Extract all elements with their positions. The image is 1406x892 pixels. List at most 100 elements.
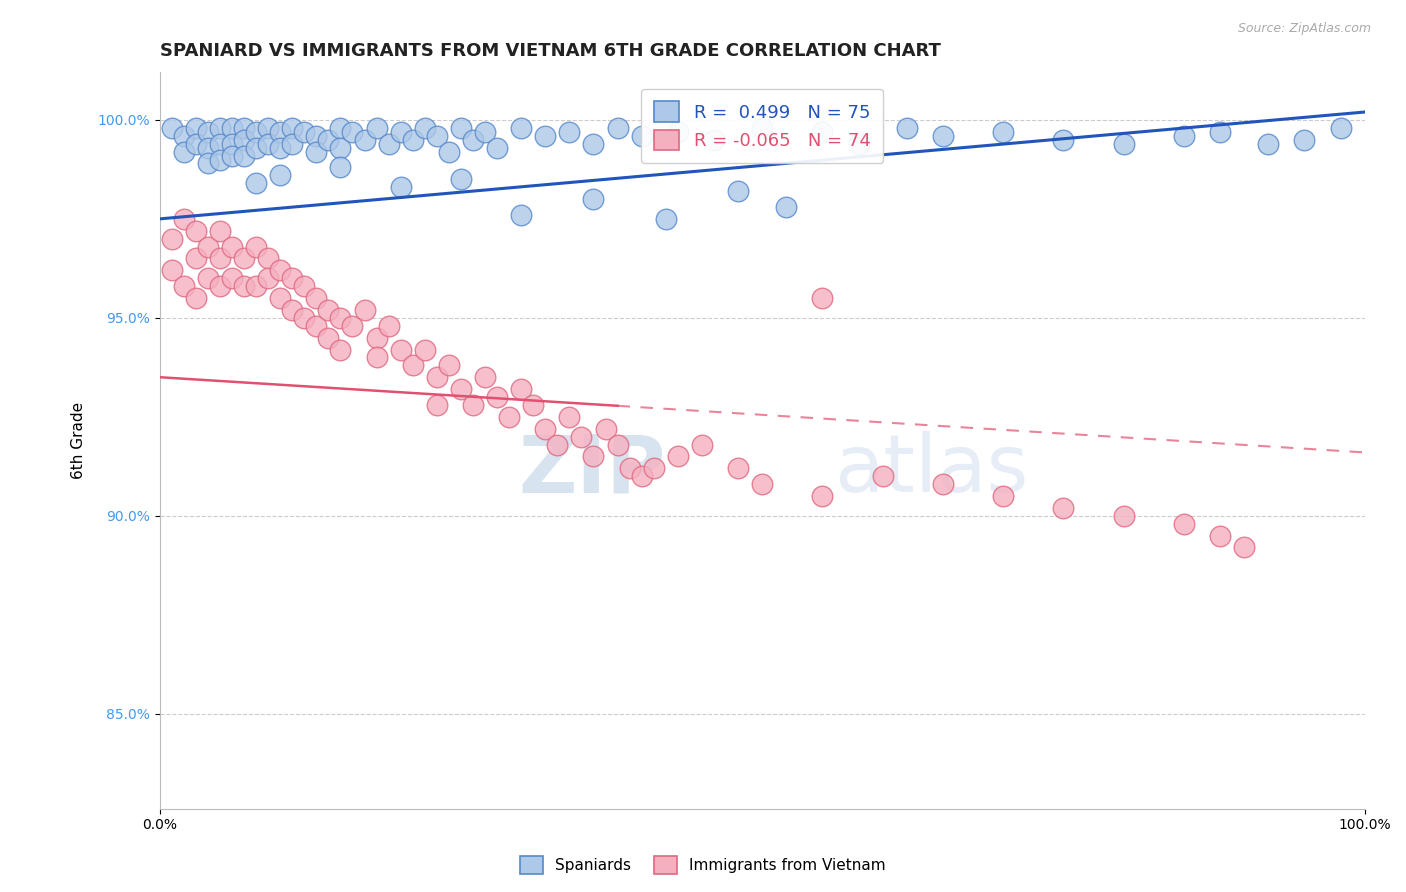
Point [208,279,231,293]
Point [366,331,388,345]
Point [751,477,773,491]
Point [208,252,231,266]
Point [1257,136,1279,151]
Point [932,477,955,491]
Point [269,125,291,139]
Text: Source: ZipAtlas.com: Source: ZipAtlas.com [1237,22,1371,36]
Point [221,136,243,151]
Point [233,279,256,293]
Point [811,489,834,503]
Point [245,125,267,139]
Point [353,302,375,317]
Point [233,252,256,266]
Point [221,271,243,285]
Point [329,343,352,357]
Point [269,291,291,305]
Point [197,156,219,170]
Point [896,120,918,135]
Point [160,263,183,277]
Point [366,351,388,365]
Point [281,120,304,135]
Point [353,133,375,147]
Point [233,120,256,135]
Point [389,125,412,139]
Point [751,120,773,135]
Point [848,136,870,151]
Point [173,145,195,159]
Point [281,302,304,317]
Point [437,359,460,373]
Point [329,120,352,135]
Point [221,239,243,253]
Point [245,141,267,155]
Point [366,120,388,135]
Point [292,125,315,139]
Point [318,302,340,317]
Point [558,409,581,424]
Y-axis label: 6th Grade: 6th Grade [72,402,86,479]
Point [329,161,352,175]
Point [342,125,364,139]
Point [775,200,797,214]
Point [197,271,219,285]
Point [619,461,641,475]
Point [184,136,207,151]
Point [811,291,834,305]
Point [389,180,412,194]
Text: SPANIARD VS IMMIGRANTS FROM VIETNAM 6TH GRADE CORRELATION CHART: SPANIARD VS IMMIGRANTS FROM VIETNAM 6TH … [160,42,941,60]
Legend: Spaniards, Immigrants from Vietnam: Spaniards, Immigrants from Vietnam [515,850,891,880]
Point [558,125,581,139]
Point [727,461,749,475]
Point [582,192,605,206]
Text: ZIP: ZIP [519,431,666,509]
Point [630,128,652,143]
Point [413,120,436,135]
Point [257,252,280,266]
Point [606,120,628,135]
Point [1173,516,1195,531]
Point [318,133,340,147]
Point [606,437,628,451]
Point [437,145,460,159]
Point [257,271,280,285]
Point [221,148,243,162]
Point [233,148,256,162]
Point [197,125,219,139]
Legend: R =  0.499   N = 75, R = -0.065   N = 74: R = 0.499 N = 75, R = -0.065 N = 74 [641,89,883,163]
Point [993,125,1015,139]
Point [221,120,243,135]
Point [450,120,472,135]
Point [208,153,231,167]
Point [377,136,399,151]
Point [534,128,557,143]
Point [281,271,304,285]
Point [1233,541,1256,555]
Point [413,343,436,357]
Point [269,141,291,155]
Point [450,172,472,186]
Point [245,239,267,253]
Point [522,398,544,412]
Point [1173,128,1195,143]
Point [872,469,894,483]
Point [173,128,195,143]
Point [582,450,605,464]
Point [305,145,328,159]
Point [173,211,195,226]
Point [197,141,219,155]
Point [690,437,713,451]
Point [160,232,183,246]
Point [233,133,256,147]
Point [292,279,315,293]
Point [510,120,533,135]
Point [426,128,449,143]
Point [1112,136,1135,151]
Point [184,224,207,238]
Point [571,429,593,443]
Point [666,125,689,139]
Point [510,208,533,222]
Point [630,469,652,483]
Point [486,141,509,155]
Point [402,359,425,373]
Point [257,136,280,151]
